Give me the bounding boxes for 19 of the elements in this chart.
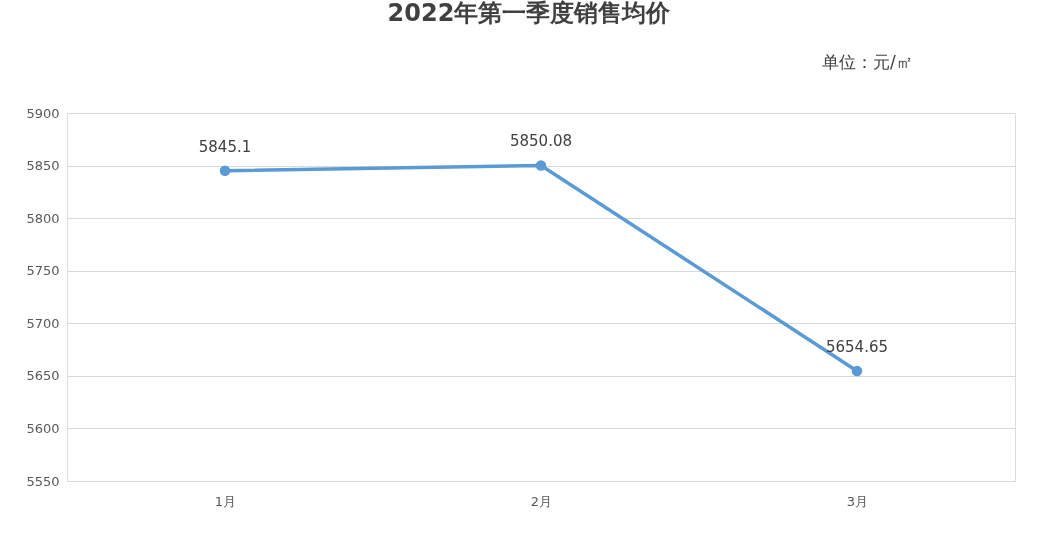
chart-title: 2022年第一季度销售均价 xyxy=(387,0,672,27)
y-tick-label: 5600 xyxy=(26,420,60,436)
y-tick-label: 5550 xyxy=(26,473,60,489)
x-tick-label: 2月 xyxy=(530,493,553,509)
x-tick-label: 1月 xyxy=(214,493,237,509)
point xyxy=(851,365,863,377)
y-tick-label: 5750 xyxy=(26,263,60,279)
x-tick-label: 3月 xyxy=(846,493,869,509)
y-tick-label: 5800 xyxy=(26,210,60,226)
data-label: 5845.1 xyxy=(198,137,252,156)
data-label: 5850.08 xyxy=(509,132,573,151)
y-tick-label: 5650 xyxy=(26,368,60,384)
point xyxy=(535,160,547,171)
y-tick-label: 5700 xyxy=(26,315,60,331)
point xyxy=(219,165,231,176)
data-label: 5654.65 xyxy=(825,337,889,356)
y-tick-label: 5900 xyxy=(26,105,60,121)
text: 单位：元/㎡ xyxy=(822,52,913,72)
y-tick-label: 5850 xyxy=(26,158,60,174)
